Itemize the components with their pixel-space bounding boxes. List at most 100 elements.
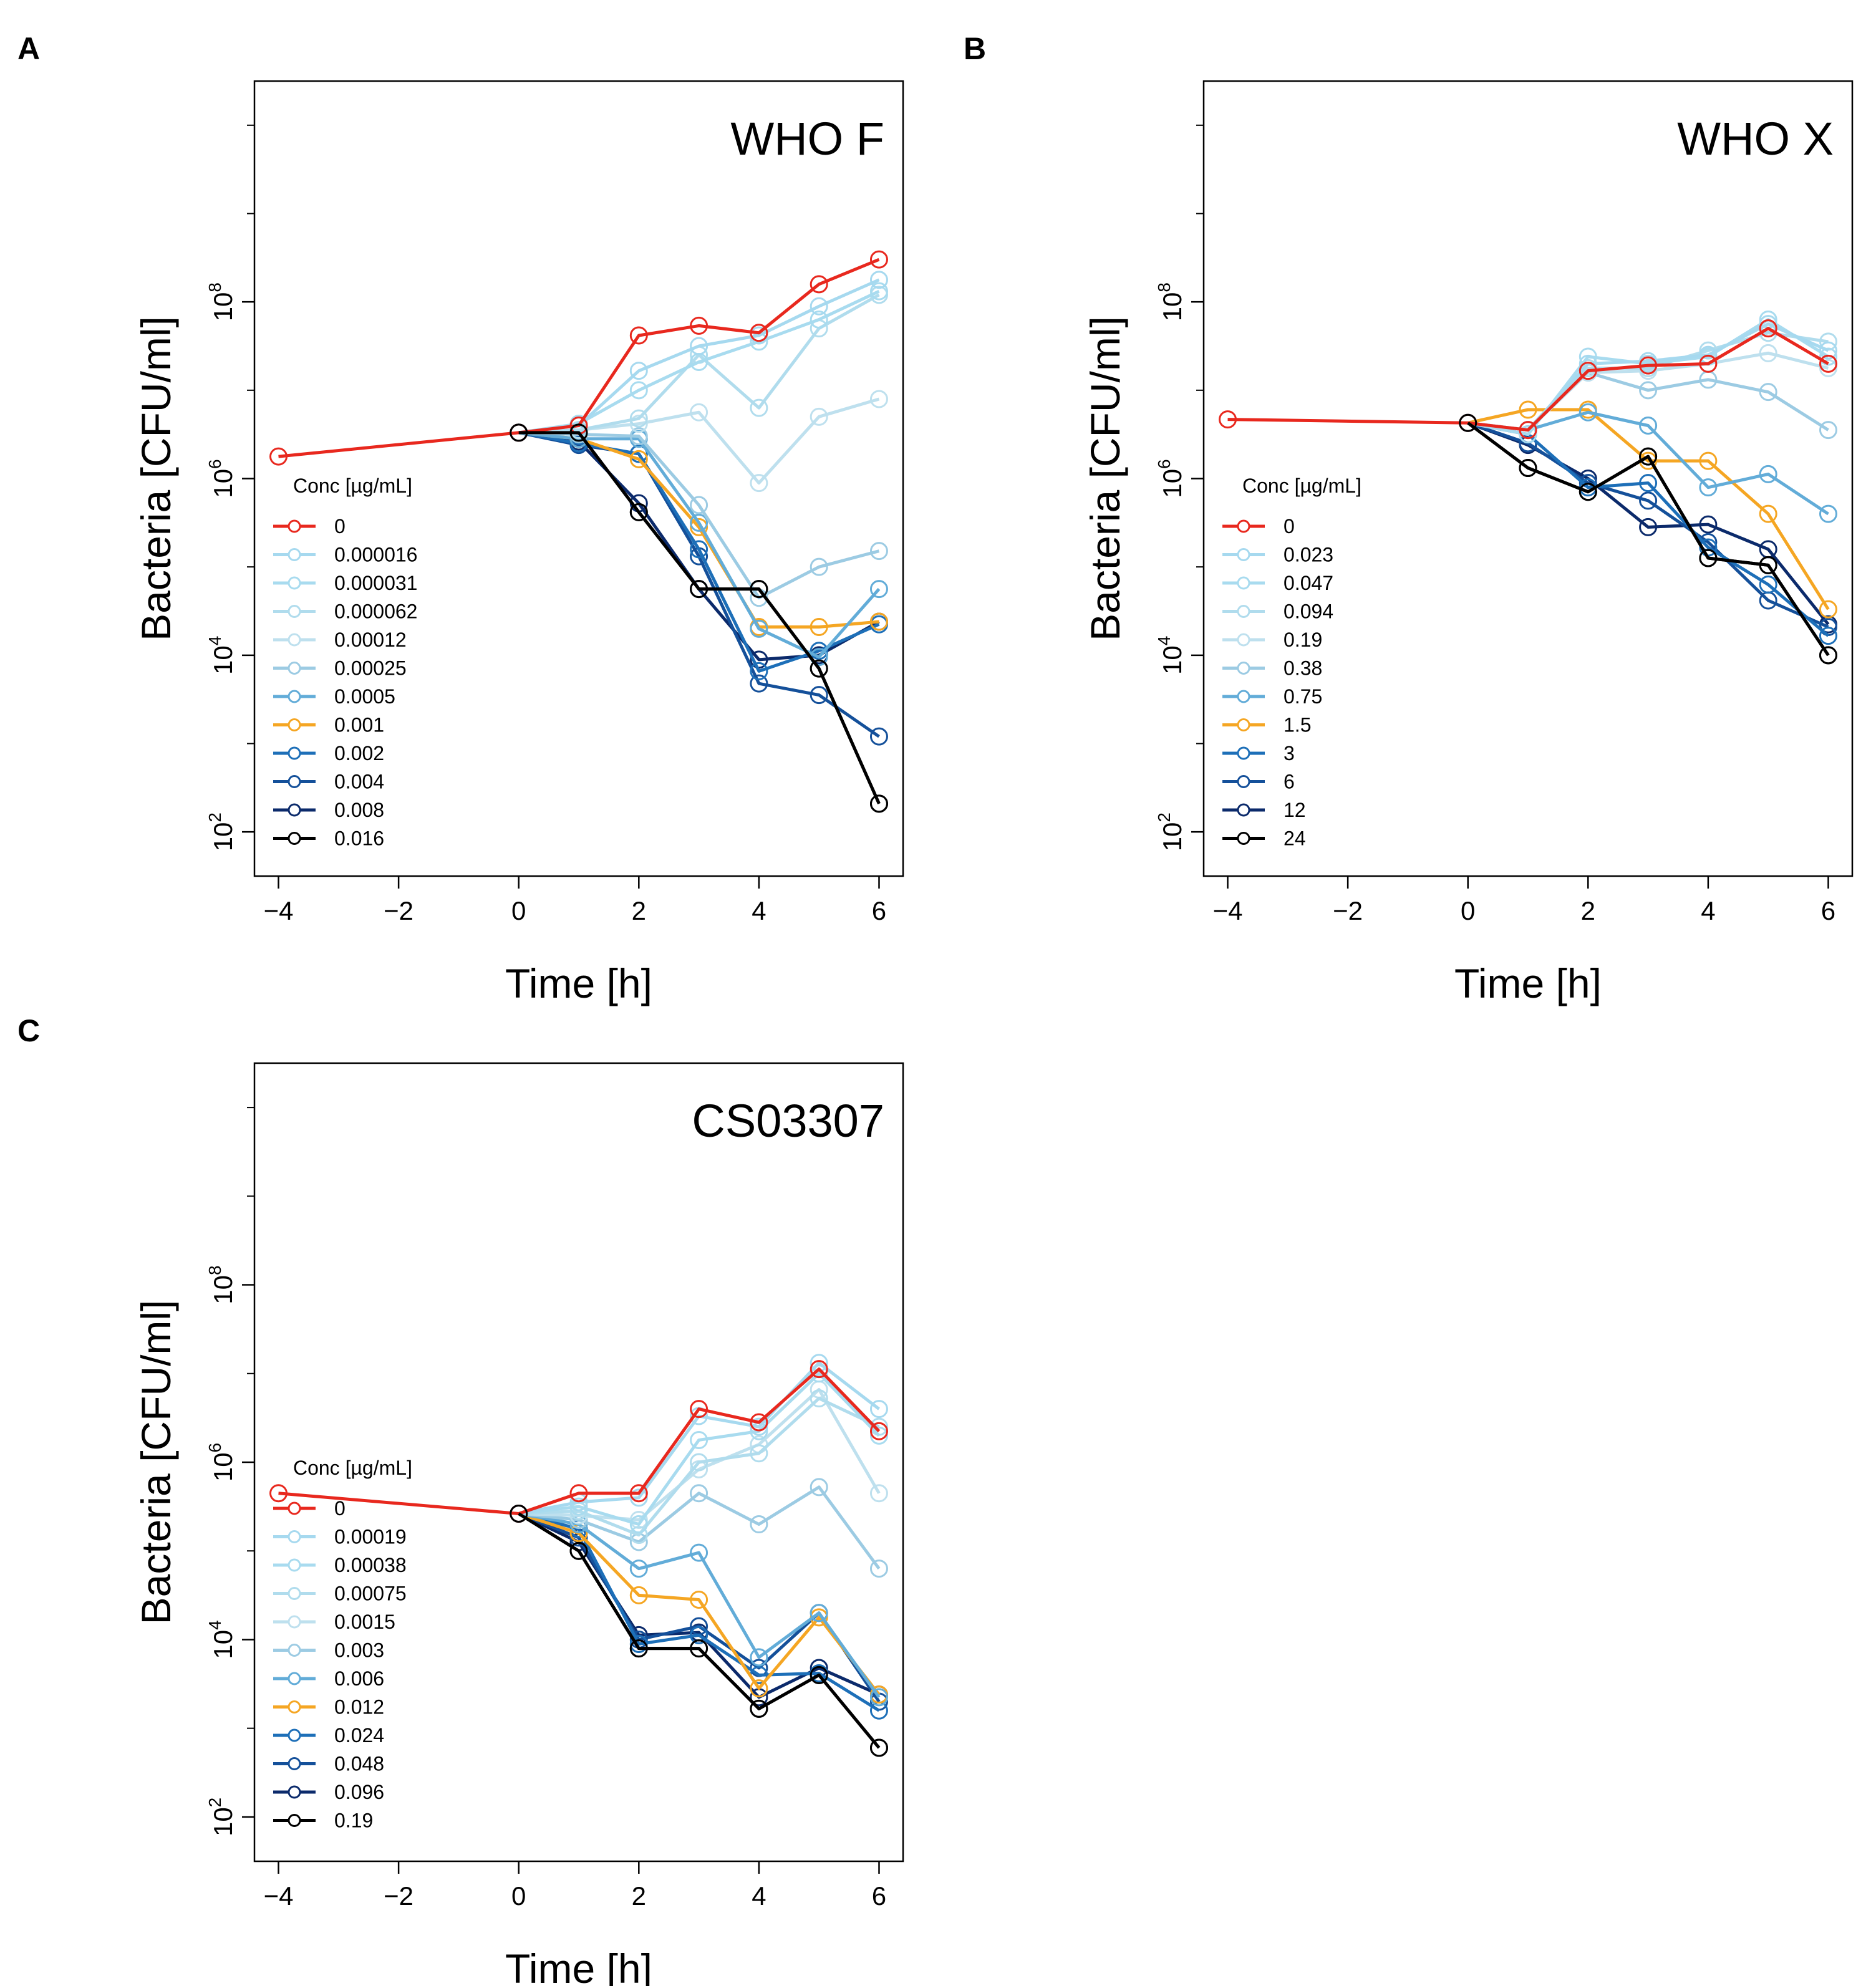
legend-swatch-marker [1237,832,1250,845]
data-point [750,1515,768,1534]
legend-swatch-marker [288,718,301,731]
legend-swatch-marker [288,1785,301,1799]
data-point [1639,474,1658,493]
x-tick-label: 2 [632,1881,646,1911]
legend: Conc [µg/mL] 0 0.023 0.047 0.094 0.19 0.38 0.75… [1222,475,1361,850]
data-point [1459,413,1477,432]
data-point [569,1541,588,1560]
data-point [869,1426,888,1445]
legend-label: 24 [1284,827,1306,850]
data-point [690,1400,708,1419]
data-point [869,1422,888,1440]
x-axis-title: Time [h] [505,1945,652,1986]
y-tick-label: 102 [205,1798,238,1836]
legend-swatch-marker [288,633,301,647]
legend-swatch-marker [288,1502,301,1515]
y-tick-label: 108 [1154,282,1187,321]
legend-label: 0.024 [334,1724,384,1747]
data-point [1219,410,1237,429]
legend-swatch-marker [288,1672,301,1685]
legend-swatch-marker [1237,746,1250,760]
legend-label: 0.00075 [334,1583,407,1605]
series-line [1467,422,1830,657]
legend-label: 0.047 [1284,572,1333,594]
legend-swatch-marker [1237,775,1250,788]
data-point [750,674,768,693]
data-point [629,1639,648,1658]
x-axis-title: Time [h] [505,960,652,1006]
legend-label: 0.00012 [334,629,407,651]
legend: Conc [µg/mL] 0 0.00019 0.00038 0.00075 0.0015… [273,1457,412,1832]
data-point [810,1360,828,1379]
data-point [869,1484,888,1503]
data-point [1759,576,1777,594]
legend-label: 0.003 [334,1639,384,1662]
legend-swatch-marker [288,1644,301,1657]
legend-swatch-marker [288,1615,301,1629]
data-point [690,337,708,355]
legend-title: Conc [µg/mL] [293,1457,412,1479]
series-0.016-top [510,423,888,813]
series-line [518,1512,881,1749]
data-point [810,686,828,705]
data-point [810,297,828,316]
x-tick-label: −4 [264,896,294,925]
data-point [690,1590,708,1609]
data-point [750,474,768,493]
x-tick-label: 4 [752,896,766,925]
legend-swatch-marker [288,1700,301,1714]
x-tick-label: −2 [1333,896,1363,925]
x-tick-label: −2 [384,896,413,925]
legend-swatch-marker [1237,633,1250,647]
legend-label: 0.00038 [334,1554,407,1576]
legend-title: Conc [µg/mL] [1242,475,1361,497]
data-point [1819,627,1837,645]
legend-label: 0.096 [334,1781,384,1803]
data-point [750,662,768,680]
data-point [1759,556,1777,574]
legend-label: 0.0005 [334,685,395,708]
data-point [1519,421,1537,440]
data-point [1759,344,1777,362]
x-tick-label: 4 [752,1881,766,1911]
data-point [629,450,648,468]
data-point [1699,354,1718,373]
legend-label: 0.0015 [334,1611,395,1633]
data-point [569,423,588,442]
legend-label: 0.006 [334,1667,384,1690]
data-point [869,727,888,746]
data-point [510,423,528,442]
data-point [750,580,768,599]
data-point [690,1639,708,1658]
legend-label: 0.19 [1284,629,1322,651]
data-point [1639,491,1658,510]
legend-swatch-marker [288,746,301,760]
legend-label: 0.004 [334,771,384,793]
data-point [629,409,648,428]
data-point [629,445,648,463]
legend-swatch-marker [288,1757,301,1770]
data-point [629,326,648,345]
y-tick-label: 104 [1154,636,1187,675]
series-line [1227,327,1829,432]
data-point [1759,319,1777,338]
legend-label: 0.008 [334,799,384,821]
data-point [1639,352,1658,370]
legend-swatch-marker [1237,662,1250,675]
data-point [869,282,888,301]
data-point [690,513,708,532]
data-point [1759,315,1777,334]
legend-swatch-marker [1237,803,1250,817]
series-0 [269,1360,888,1523]
legend-label: 0.19 [334,1810,373,1832]
y-tick-label: 106 [205,459,238,498]
data-point [869,1400,888,1419]
data-point [629,1559,648,1578]
x-tick-label: 4 [1701,896,1715,925]
legend-swatch-marker [288,548,301,561]
data-point [1819,359,1837,377]
legend-swatch-marker [288,1728,301,1742]
legend-label: 0.38 [1284,657,1322,680]
legend-title: Conc [µg/mL] [293,475,412,497]
y-tick-label: 102 [205,812,238,851]
